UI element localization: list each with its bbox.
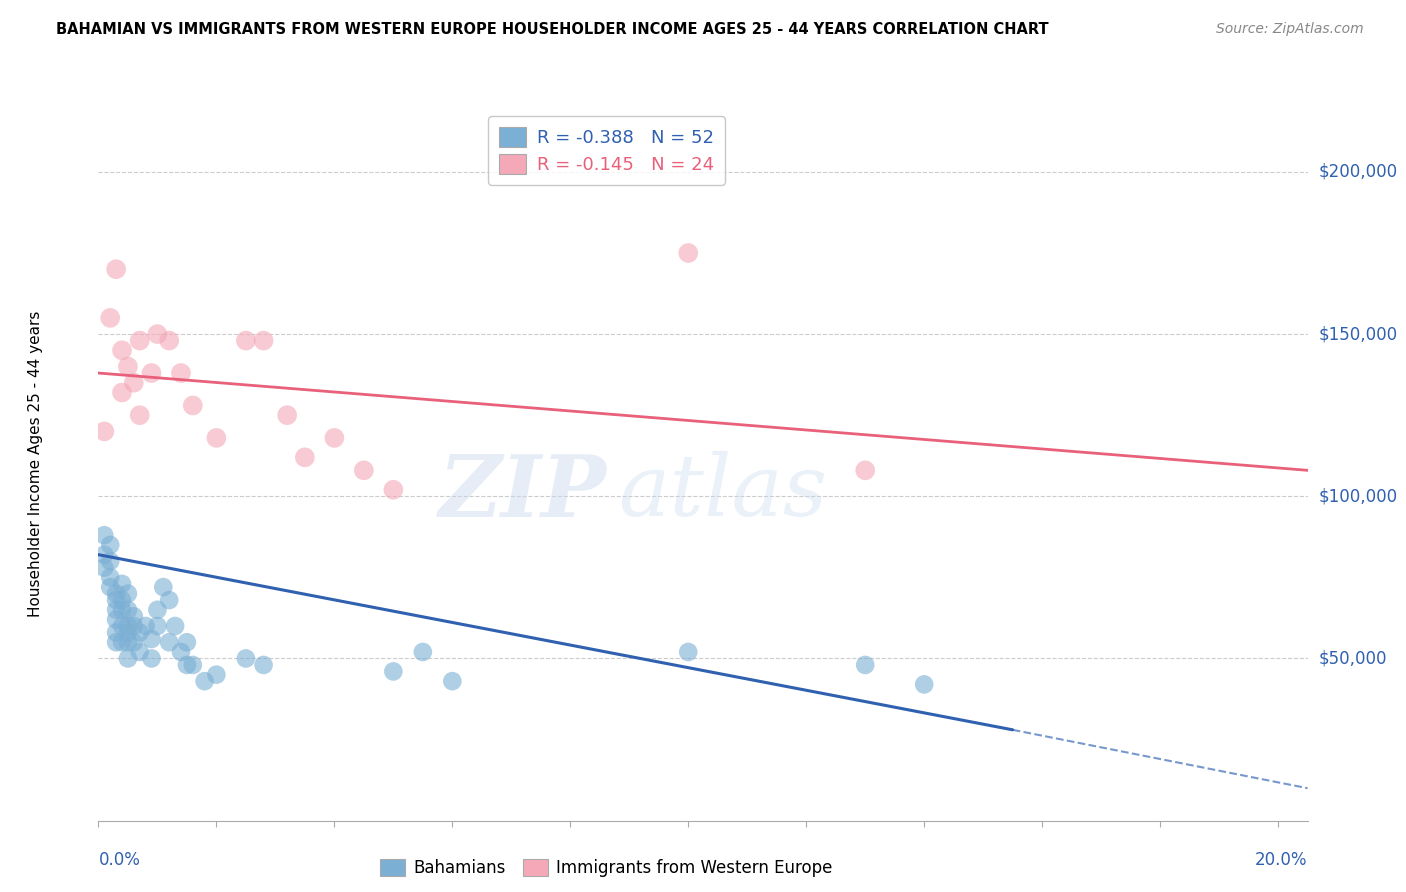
Point <box>105 262 128 277</box>
Point <box>853 657 876 672</box>
Point <box>117 635 139 649</box>
Point <box>111 385 134 400</box>
Point <box>117 651 139 665</box>
Text: $50,000: $50,000 <box>1319 649 1388 667</box>
Point <box>146 603 169 617</box>
Point <box>105 586 128 600</box>
Point <box>152 580 174 594</box>
Point <box>98 570 121 584</box>
Point <box>128 645 150 659</box>
Point <box>111 619 134 633</box>
Point <box>111 577 134 591</box>
Text: $150,000: $150,000 <box>1319 325 1398 343</box>
Point <box>98 310 121 325</box>
Point <box>111 635 134 649</box>
Point <box>117 619 139 633</box>
Point <box>135 619 157 633</box>
Point <box>678 645 700 659</box>
Point <box>146 619 169 633</box>
Point <box>93 560 115 574</box>
Text: 20.0%: 20.0% <box>1256 851 1308 869</box>
Point <box>382 483 405 497</box>
Point <box>176 635 198 649</box>
Point <box>205 431 228 445</box>
Point <box>105 613 128 627</box>
Point <box>128 408 150 422</box>
Point <box>170 645 193 659</box>
Point <box>853 463 876 477</box>
Point <box>93 528 115 542</box>
Point <box>382 665 405 679</box>
Point <box>122 619 145 633</box>
Point <box>105 635 128 649</box>
Point <box>170 366 193 380</box>
Point <box>205 667 228 681</box>
Text: Source: ZipAtlas.com: Source: ZipAtlas.com <box>1216 22 1364 37</box>
Point <box>157 635 180 649</box>
Text: ZIP: ZIP <box>439 450 606 534</box>
Point <box>176 657 198 672</box>
Point <box>111 343 134 358</box>
Point <box>235 334 257 348</box>
Point <box>276 408 298 422</box>
Point <box>122 376 145 390</box>
Text: atlas: atlas <box>619 451 828 533</box>
Point <box>678 246 700 260</box>
Text: Householder Income Ages 25 - 44 years: Householder Income Ages 25 - 44 years <box>28 310 44 617</box>
Point <box>194 674 217 689</box>
Text: BAHAMIAN VS IMMIGRANTS FROM WESTERN EUROPE HOUSEHOLDER INCOME AGES 25 - 44 YEARS: BAHAMIAN VS IMMIGRANTS FROM WESTERN EURO… <box>56 22 1049 37</box>
Point <box>157 593 180 607</box>
Text: 0.0%: 0.0% <box>98 851 141 869</box>
Point <box>353 463 375 477</box>
Point <box>117 359 139 374</box>
Point <box>141 366 163 380</box>
Point <box>105 593 128 607</box>
Point <box>117 625 139 640</box>
Point <box>141 632 163 646</box>
Point <box>412 645 434 659</box>
Point <box>146 327 169 342</box>
Point <box>128 625 150 640</box>
Point <box>165 619 187 633</box>
Point <box>141 651 163 665</box>
Point <box>294 450 316 465</box>
Point <box>117 586 139 600</box>
Point <box>441 674 464 689</box>
Point <box>117 603 139 617</box>
Point <box>105 625 128 640</box>
Text: $100,000: $100,000 <box>1319 487 1398 505</box>
Point <box>93 425 115 439</box>
Point <box>98 538 121 552</box>
Point <box>181 399 204 413</box>
Point <box>252 334 274 348</box>
Point <box>98 580 121 594</box>
Point <box>98 554 121 568</box>
Point <box>181 657 204 672</box>
Point <box>912 677 935 691</box>
Point <box>111 593 134 607</box>
Point <box>252 657 274 672</box>
Point <box>323 431 346 445</box>
Point <box>122 609 145 624</box>
Legend: Bahamians, Immigrants from Western Europe: Bahamians, Immigrants from Western Europ… <box>374 852 839 884</box>
Point <box>111 603 134 617</box>
Point <box>235 651 257 665</box>
Point <box>105 603 128 617</box>
Text: $200,000: $200,000 <box>1319 163 1398 181</box>
Point <box>93 548 115 562</box>
Point <box>128 334 150 348</box>
Point <box>122 635 145 649</box>
Point <box>157 334 180 348</box>
